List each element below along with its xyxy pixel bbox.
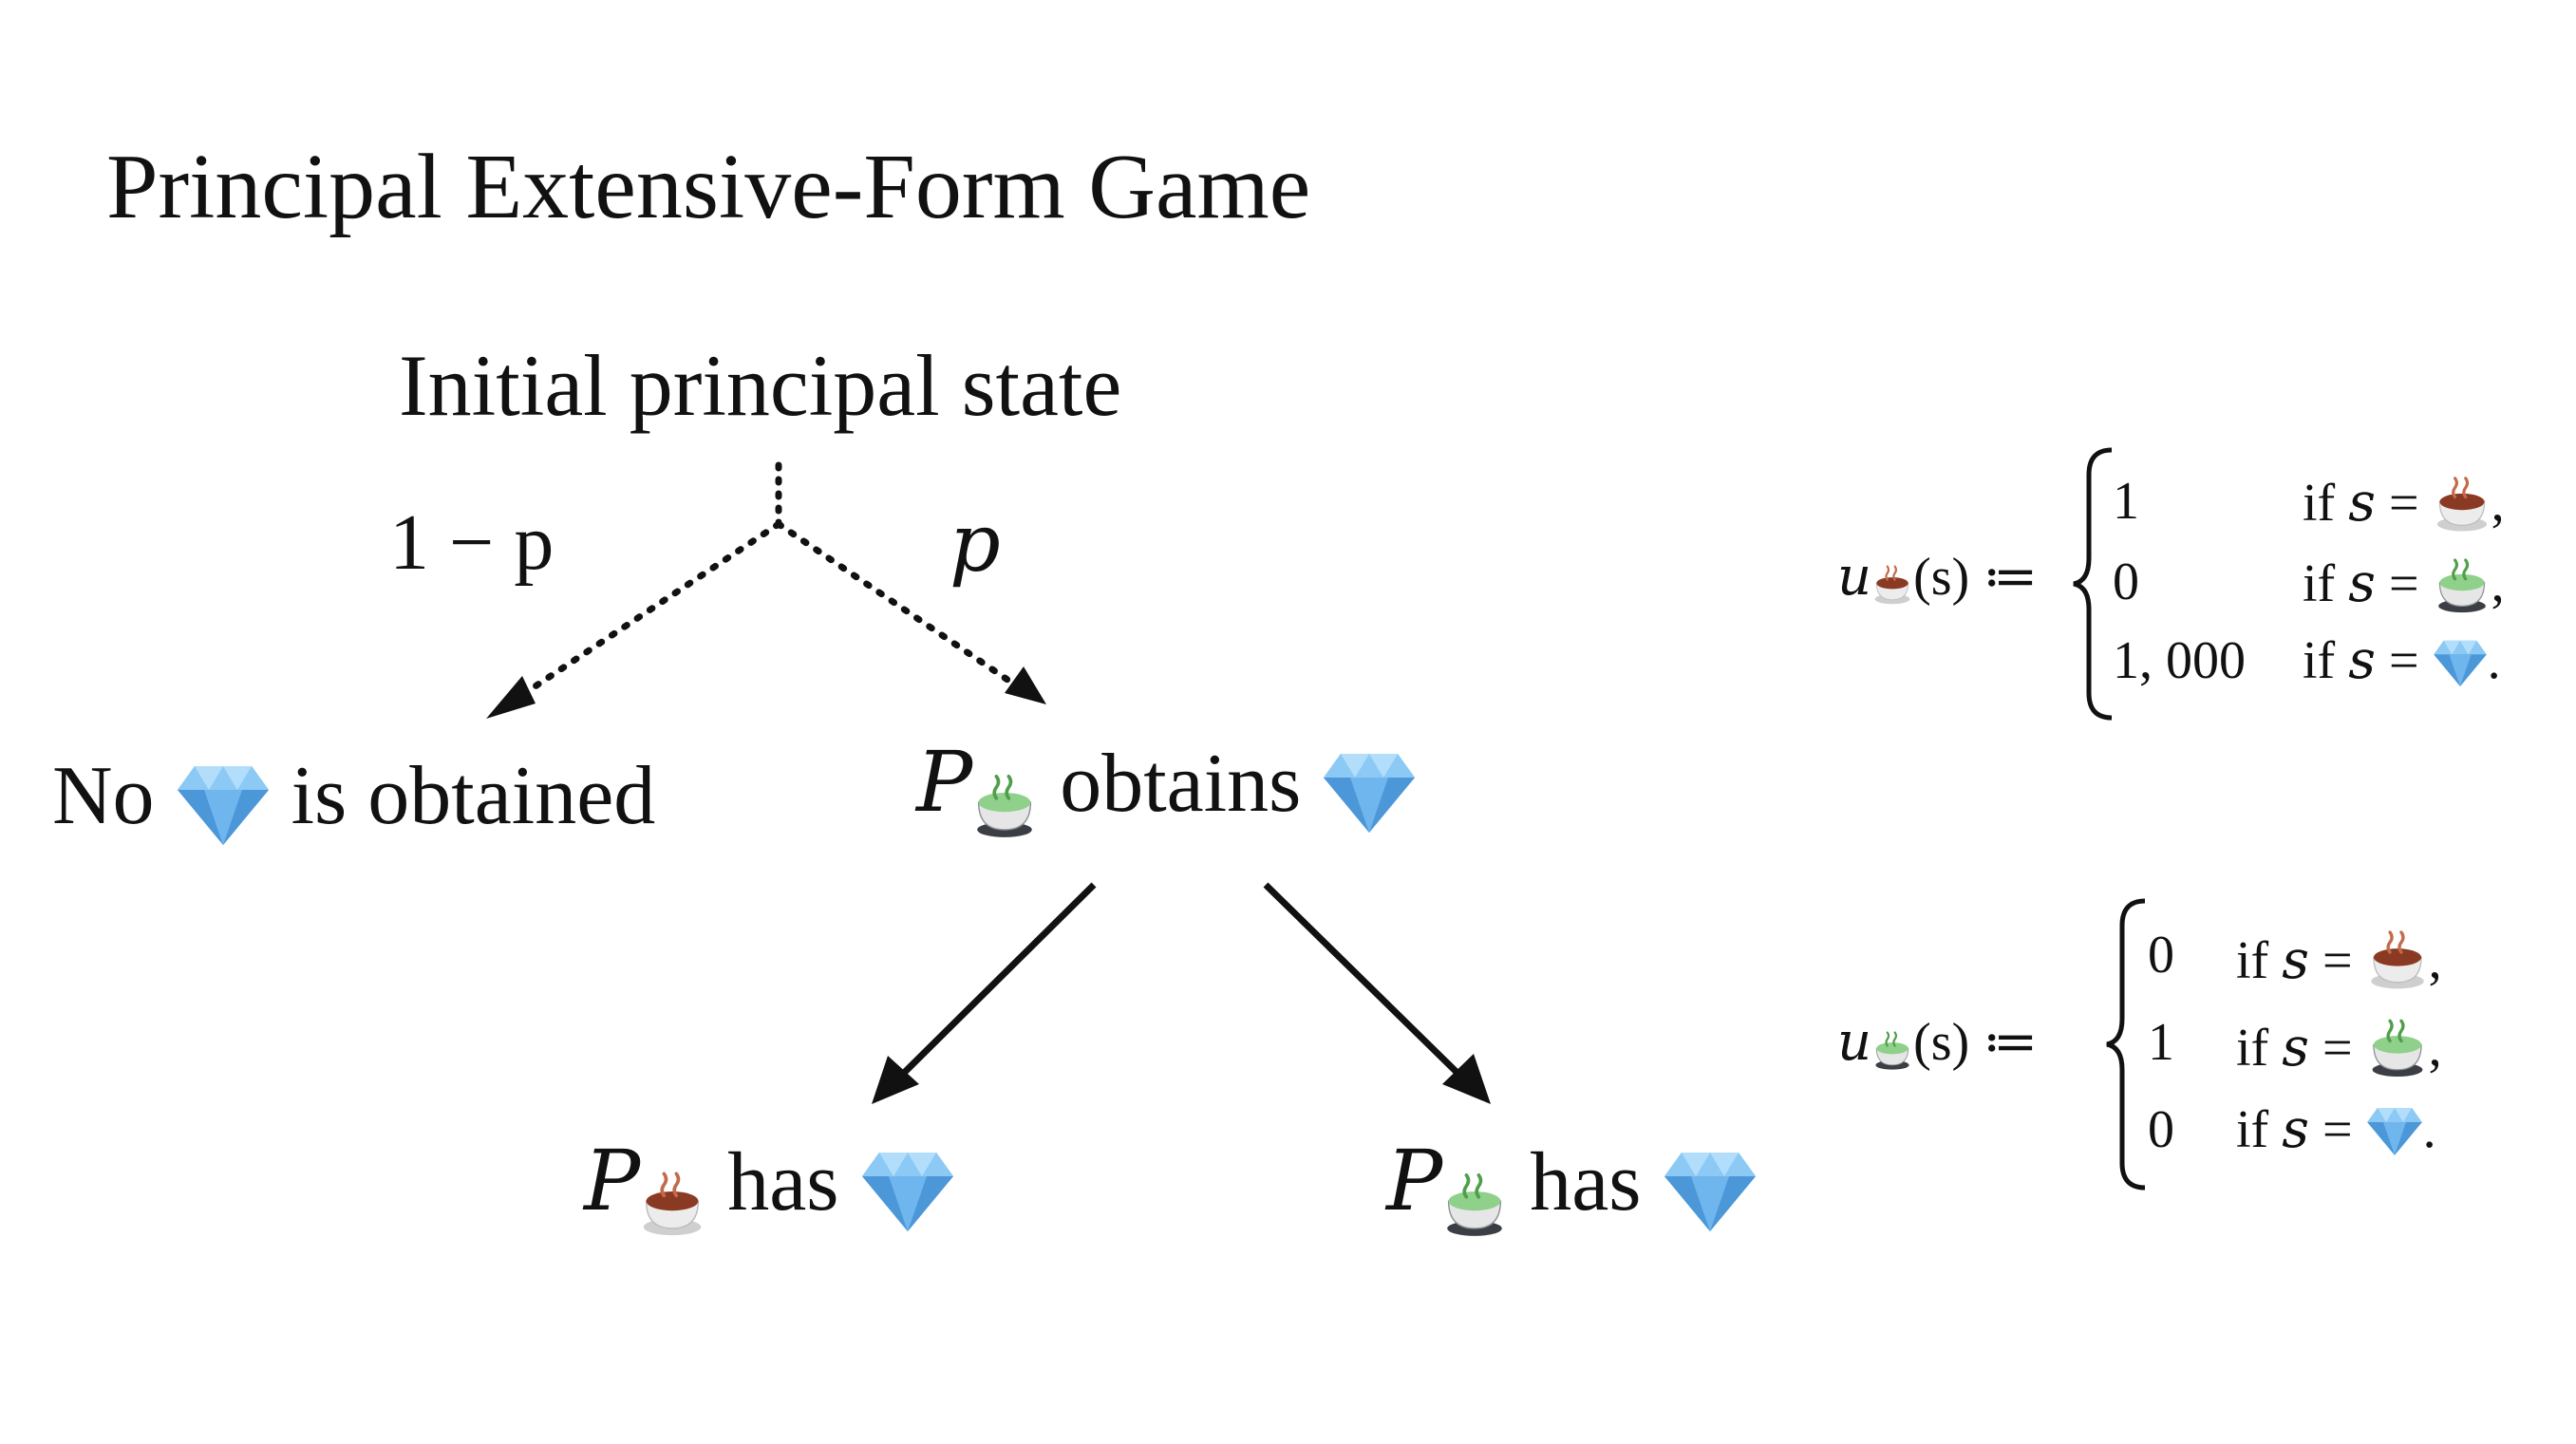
utility-green-case-3: 0 [2148,1103,2174,1156]
principal-symbol: P [584,1132,641,1229]
diamond-icon [1322,749,1417,835]
case-punct: , [2428,1019,2442,1078]
utility-green-lhs: u (s) ≔ [1837,1016,2038,1080]
case-punct: , [2491,474,2505,533]
case-var: s [2348,472,2376,534]
principal-symbol: P [1386,1132,1443,1229]
diamond-icon [2366,1105,2423,1166]
case-value: 1 [2113,472,2139,531]
page-title: Principal Extensive-Form Game [106,136,1311,238]
utility-symbol: u [1837,1011,1872,1073]
case-eq: = [2388,474,2419,533]
edge-obtains-to-green-has [1263,882,1470,1085]
edge-root-to-obtains [775,520,1020,689]
leaf-brown-has-diamond: P has [584,1139,955,1253]
arrowhead-green-has [1442,1054,1491,1104]
utility-green-case-1: 0 [2148,928,2174,982]
arrowhead-brown-has [872,1056,919,1104]
brown-tea-icon [1871,562,1913,615]
utility-brown-case-3: 1, 000 [2113,634,2246,687]
utility-arg: (s) ≔ [1913,548,2039,607]
utility-brown-case-3-condition: if s = . [2303,634,2501,697]
case-var: s [2348,629,2376,691]
left-probability-text: 1 − p [389,498,555,587]
utility-arg: (s) ≔ [1913,1013,2039,1072]
utility-green-brace [2106,898,2146,1191]
case-var: s [2282,929,2309,991]
case-value: 1 [2148,1013,2174,1072]
case-value: 0 [2148,926,2174,985]
case-if: if [2236,931,2269,990]
case-value: 0 [2113,553,2139,611]
right-probability: p [950,497,1001,590]
arrowhead-left-dotted [486,676,536,719]
root-node-label: Initial principal state [399,337,1122,434]
case-if: if [2236,1100,2269,1159]
diamond-icon [2433,638,2488,697]
case-if: if [2303,474,2336,533]
green-tea-icon [1440,1170,1509,1253]
diamond-icon [860,1148,955,1233]
case-var: s [2348,553,2376,614]
obtains-text: obtains [1060,738,1302,830]
leaf-green-has-diamond: P has [1386,1139,1758,1253]
case-var: s [2282,1098,2309,1160]
case-punct: . [2487,631,2501,690]
outcome-is-obtained-text: is obtained [291,750,656,842]
has-text: has [1530,1136,1642,1228]
utility-brown-lhs: u (s) ≔ [1837,551,2038,615]
case-if: if [2303,631,2336,690]
case-value: 0 [2148,1100,2174,1159]
edge-obtains-to-brown-has [892,882,1097,1085]
left-probability: 1 − p [389,503,554,583]
brown-tea-icon [638,1170,706,1253]
outcome-no-text: No [52,750,155,842]
case-var: s [2282,1017,2309,1078]
case-eq: = [2322,1019,2353,1078]
case-eq: = [2388,554,2419,613]
principal-symbol: P [916,733,973,831]
outcome-green-obtains: P obtains [916,741,1417,854]
utility-green-case-3-condition: if s = . [2236,1103,2436,1166]
diamond-icon [1663,1148,1758,1233]
green-tea-icon [2433,555,2491,624]
utility-symbol: u [1837,546,1872,608]
case-punct: , [2428,931,2442,990]
brown-tea-icon [2433,475,2491,543]
case-eq: = [2388,631,2419,690]
utility-brown-case-2-condition: if s = , [2303,555,2505,624]
arrowhead-right-dotted [1005,666,1046,704]
case-punct: , [2491,554,2505,613]
utility-brown-case-1-condition: if s = , [2303,475,2505,543]
edge-root-to-no-diamond [504,520,782,708]
case-if: if [2303,554,2336,613]
diamond-icon [176,761,271,847]
utility-green-case-1-condition: if s = , [2236,928,2442,1001]
case-if: if [2236,1019,2269,1078]
case-value: 1, 000 [2113,631,2246,690]
green-tea-icon [970,771,1039,854]
utility-brown-case-2: 0 [2113,555,2139,609]
has-text: has [727,1136,839,1228]
green-tea-icon [2366,1016,2429,1088]
utility-brown-brace [2073,447,2113,721]
brown-tea-icon [2366,928,2429,1001]
outcome-no-diamond: No is obtained [52,755,655,847]
case-punct: . [2422,1100,2436,1159]
case-eq: = [2322,1100,2353,1159]
utility-green-case-2-condition: if s = , [2236,1016,2442,1088]
case-eq: = [2322,931,2353,990]
green-tea-icon [1871,1027,1913,1080]
utility-green-case-2: 1 [2148,1016,2174,1069]
utility-brown-case-1: 1 [2113,475,2139,528]
